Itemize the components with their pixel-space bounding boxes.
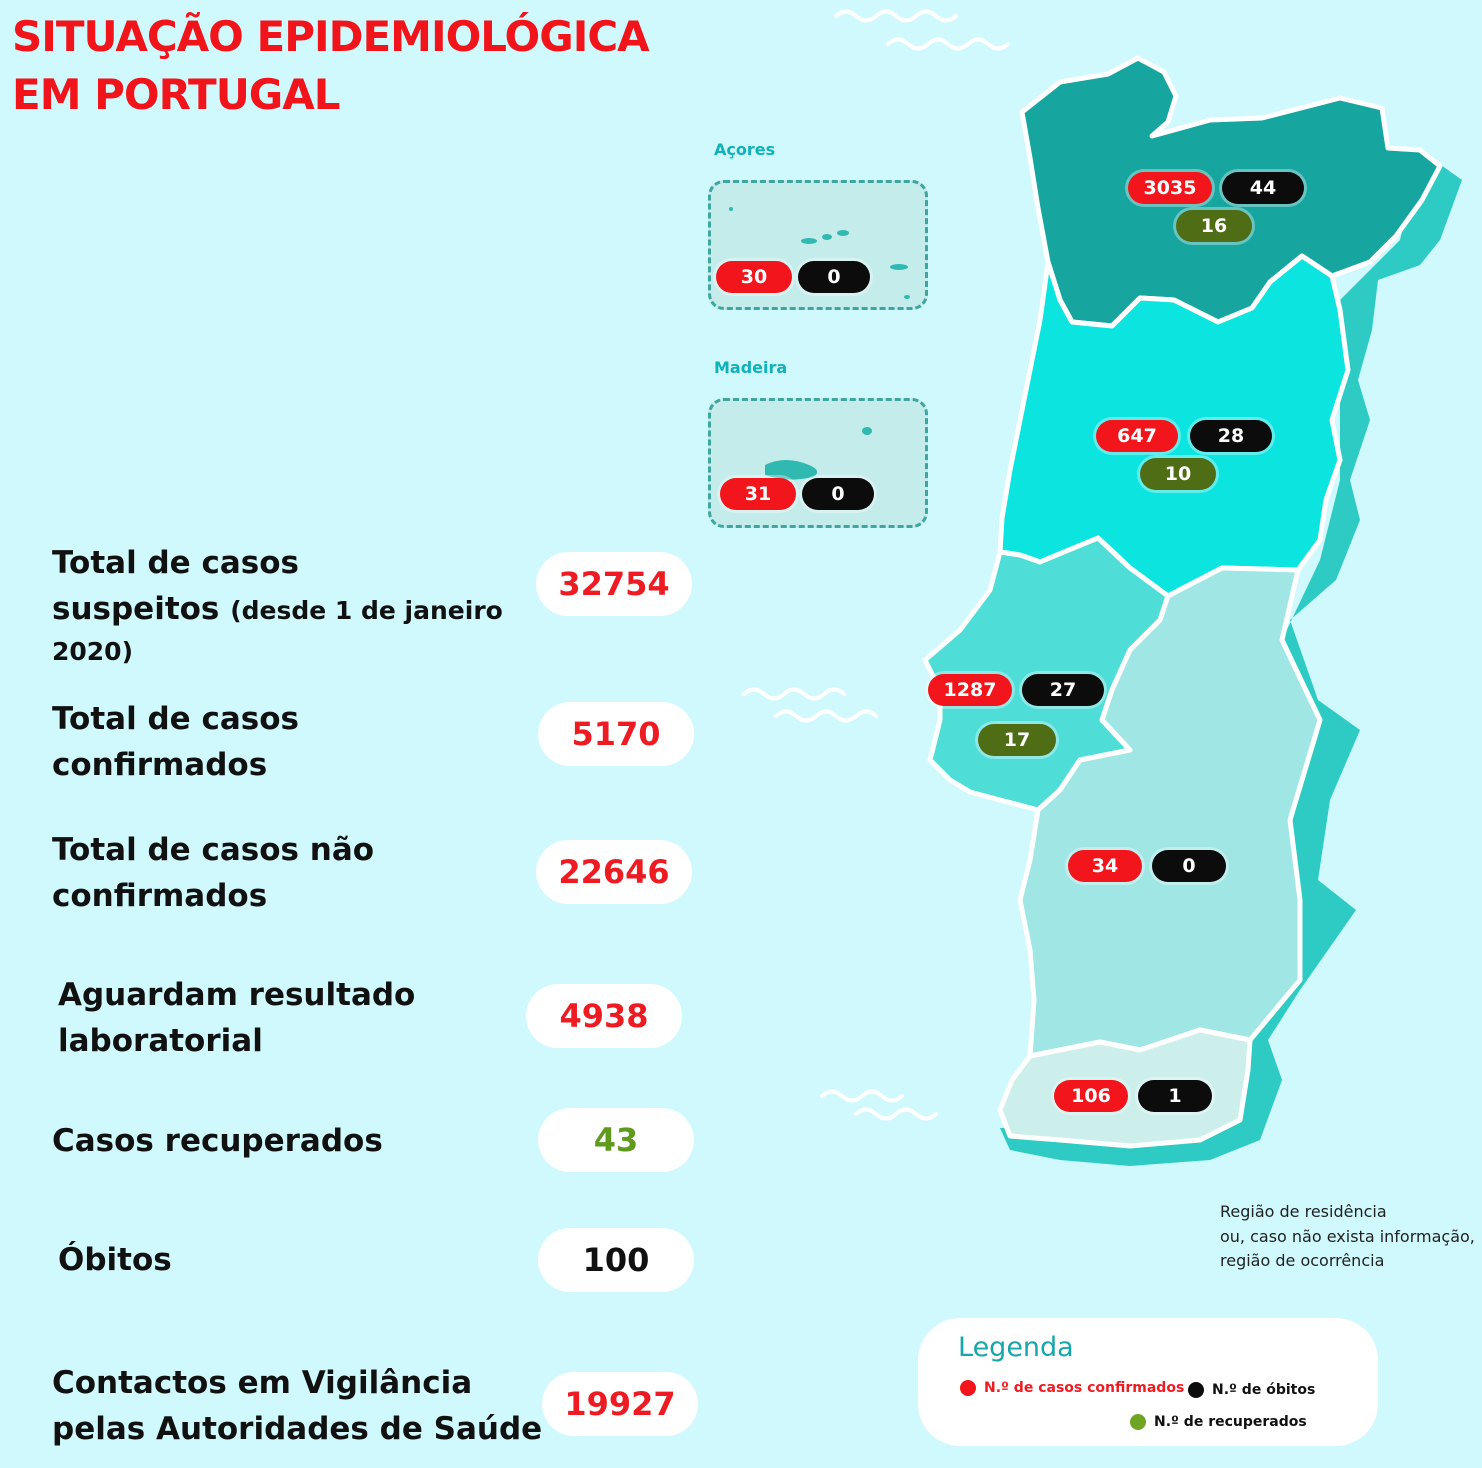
legend-title: Legenda <box>958 1332 1074 1363</box>
wave-decoration <box>742 9 1010 1121</box>
acores-confirmed-badge: 30 <box>716 261 792 293</box>
acores-label: Açores <box>714 140 776 159</box>
stat-not-confirmed-label: Total de casos não confirmados <box>52 832 375 914</box>
legend-confirmed: N.º de casos confirmados <box>960 1380 1184 1396</box>
stat-suspect-value: 32754 <box>536 552 692 616</box>
lisboa-recovered-badge: 17 <box>978 724 1056 756</box>
norte-confirmed-badge: 3035 <box>1128 172 1212 204</box>
title-line-2: EM PORTUGAL <box>12 70 341 119</box>
algarve-confirmed-badge: 106 <box>1054 1080 1128 1112</box>
lisboa-confirmed-badge: 1287 <box>928 674 1012 706</box>
stat-contacts-value: 19927 <box>542 1372 698 1436</box>
legend-recovered: N.º de recuperados <box>1130 1414 1307 1430</box>
green-dot-icon <box>1130 1414 1146 1430</box>
black-dot-icon <box>1188 1382 1204 1398</box>
title-line-1: SITUAÇÃO EPIDEMIOLÓGICA <box>12 12 650 61</box>
alentejo-deaths-badge: 0 <box>1152 850 1226 882</box>
centro-recovered-badge: 10 <box>1140 458 1216 490</box>
stat-confirmed-value: 5170 <box>538 702 694 766</box>
red-dot-icon <box>960 1380 976 1396</box>
centro-confirmed-badge: 647 <box>1096 420 1178 452</box>
stat-deaths-label: Óbitos <box>58 1242 172 1278</box>
norte-deaths-badge: 44 <box>1222 172 1304 204</box>
lisboa-deaths-badge: 27 <box>1022 674 1104 706</box>
madeira-islands-shape <box>765 427 872 480</box>
stat-contacts-label: Contactos em Vigilância pelas Autoridade… <box>52 1365 543 1447</box>
madeira-deaths-badge: 0 <box>802 478 874 510</box>
stat-not-confirmed-value: 22646 <box>536 840 692 904</box>
legend-deaths: N.º de óbitos <box>1188 1382 1315 1398</box>
stat-suspect-label: Total de casos suspeitos (desde 1 de jan… <box>52 545 503 666</box>
acores-deaths-badge: 0 <box>798 261 870 293</box>
stat-confirmed-label: Total de casos confirmados <box>52 701 299 783</box>
centro-deaths-badge: 28 <box>1190 420 1272 452</box>
madeira-label: Madeira <box>714 358 788 377</box>
residence-note: Região de residência ou, caso não exista… <box>1220 1202 1475 1270</box>
stat-deaths-value: 100 <box>538 1228 694 1292</box>
alentejo-confirmed-badge: 34 <box>1068 850 1142 882</box>
stat-recovered-label: Casos recuperados <box>52 1123 383 1159</box>
madeira-confirmed-badge: 31 <box>720 478 796 510</box>
legend: Legenda N.º de casos confirmados N.º de … <box>918 1318 1378 1446</box>
stat-recovered-value: 43 <box>538 1108 694 1172</box>
algarve-deaths-badge: 1 <box>1138 1080 1212 1112</box>
stat-awaiting-label: Aguardam resultado laboratorial <box>58 977 416 1059</box>
norte-recovered-badge: 16 <box>1176 210 1252 242</box>
stat-awaiting-value: 4938 <box>526 984 682 1048</box>
page-title: SITUAÇÃO EPIDEMIOLÓGICA EM PORTUGAL <box>12 8 650 124</box>
acores-islands-shape <box>729 207 910 299</box>
border-shadow <box>1000 150 1462 1166</box>
